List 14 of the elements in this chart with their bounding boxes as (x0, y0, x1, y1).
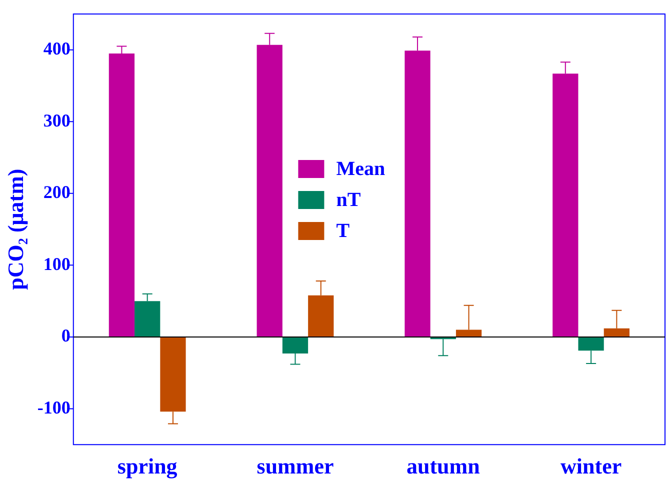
legend-label: T (336, 220, 350, 242)
y-axis-title: pCO₂ (μatm) (2, 168, 28, 290)
y-tick-label: 200 (43, 182, 70, 202)
y-tick-label: -100 (37, 397, 70, 418)
y-tick-label: 400 (43, 38, 70, 59)
x-tick-label: summer (256, 453, 334, 478)
x-tick-label: autumn (406, 453, 480, 478)
y-tick-label: 100 (43, 254, 70, 274)
y-tick-label: 300 (43, 110, 70, 130)
x-tick-label: spring (117, 453, 178, 478)
legend-label: Mean (336, 158, 386, 180)
y-tick-label: 0 (61, 326, 70, 346)
x-tick-label: winter (560, 453, 622, 478)
legend-label: nT (336, 189, 362, 212)
